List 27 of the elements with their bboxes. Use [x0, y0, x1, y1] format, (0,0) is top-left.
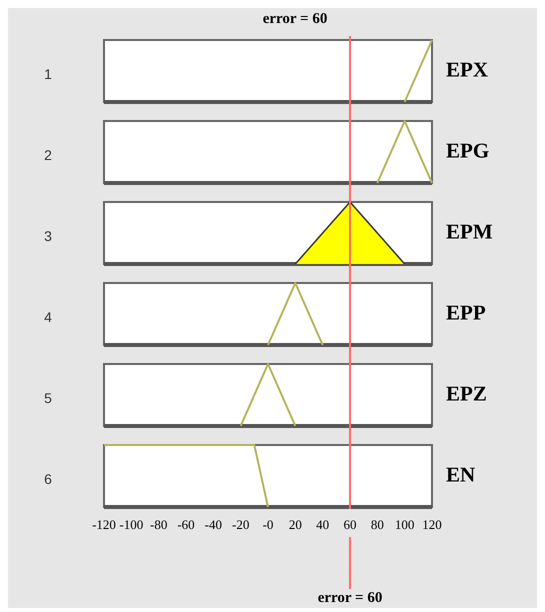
x-tick-label: 100 — [394, 517, 414, 532]
series-label: EPG — [446, 138, 490, 162]
text: error = 60 — [318, 590, 382, 606]
text: EPM — [446, 219, 493, 244]
y-axis-title: 2 — [44, 146, 52, 163]
y-axis-title: 4 — [44, 308, 52, 325]
text: EPZ — [446, 381, 487, 406]
x-tick-label: 80 — [370, 517, 384, 532]
x-tick-label: 20 — [288, 517, 302, 532]
x-tick-label: 40 — [316, 517, 330, 532]
x-tick-label: 60 — [344, 517, 356, 532]
chart-title: error = 60 — [262, 10, 328, 27]
y-axis-title: 3 — [44, 228, 52, 244]
text: EPP — [446, 300, 486, 324]
x-tick-label: -120 — [92, 517, 116, 532]
y-axis-title: 5 — [44, 390, 52, 406]
x-tick-label: -80 — [150, 517, 168, 532]
x-tick-label: -40 — [204, 517, 222, 532]
x-tick-label: -0 — [262, 517, 274, 532]
y-axis-title: 1 — [44, 66, 52, 82]
series-label: EPX — [446, 57, 488, 82]
text: EN — [446, 462, 476, 486]
x-tick-label: -20 — [232, 517, 250, 532]
x-tick-label: -100 — [119, 517, 144, 532]
x-tick-label: 120 — [422, 517, 442, 532]
x-tick-label: -60 — [177, 517, 195, 532]
y-axis-title: 6 — [44, 470, 52, 487]
